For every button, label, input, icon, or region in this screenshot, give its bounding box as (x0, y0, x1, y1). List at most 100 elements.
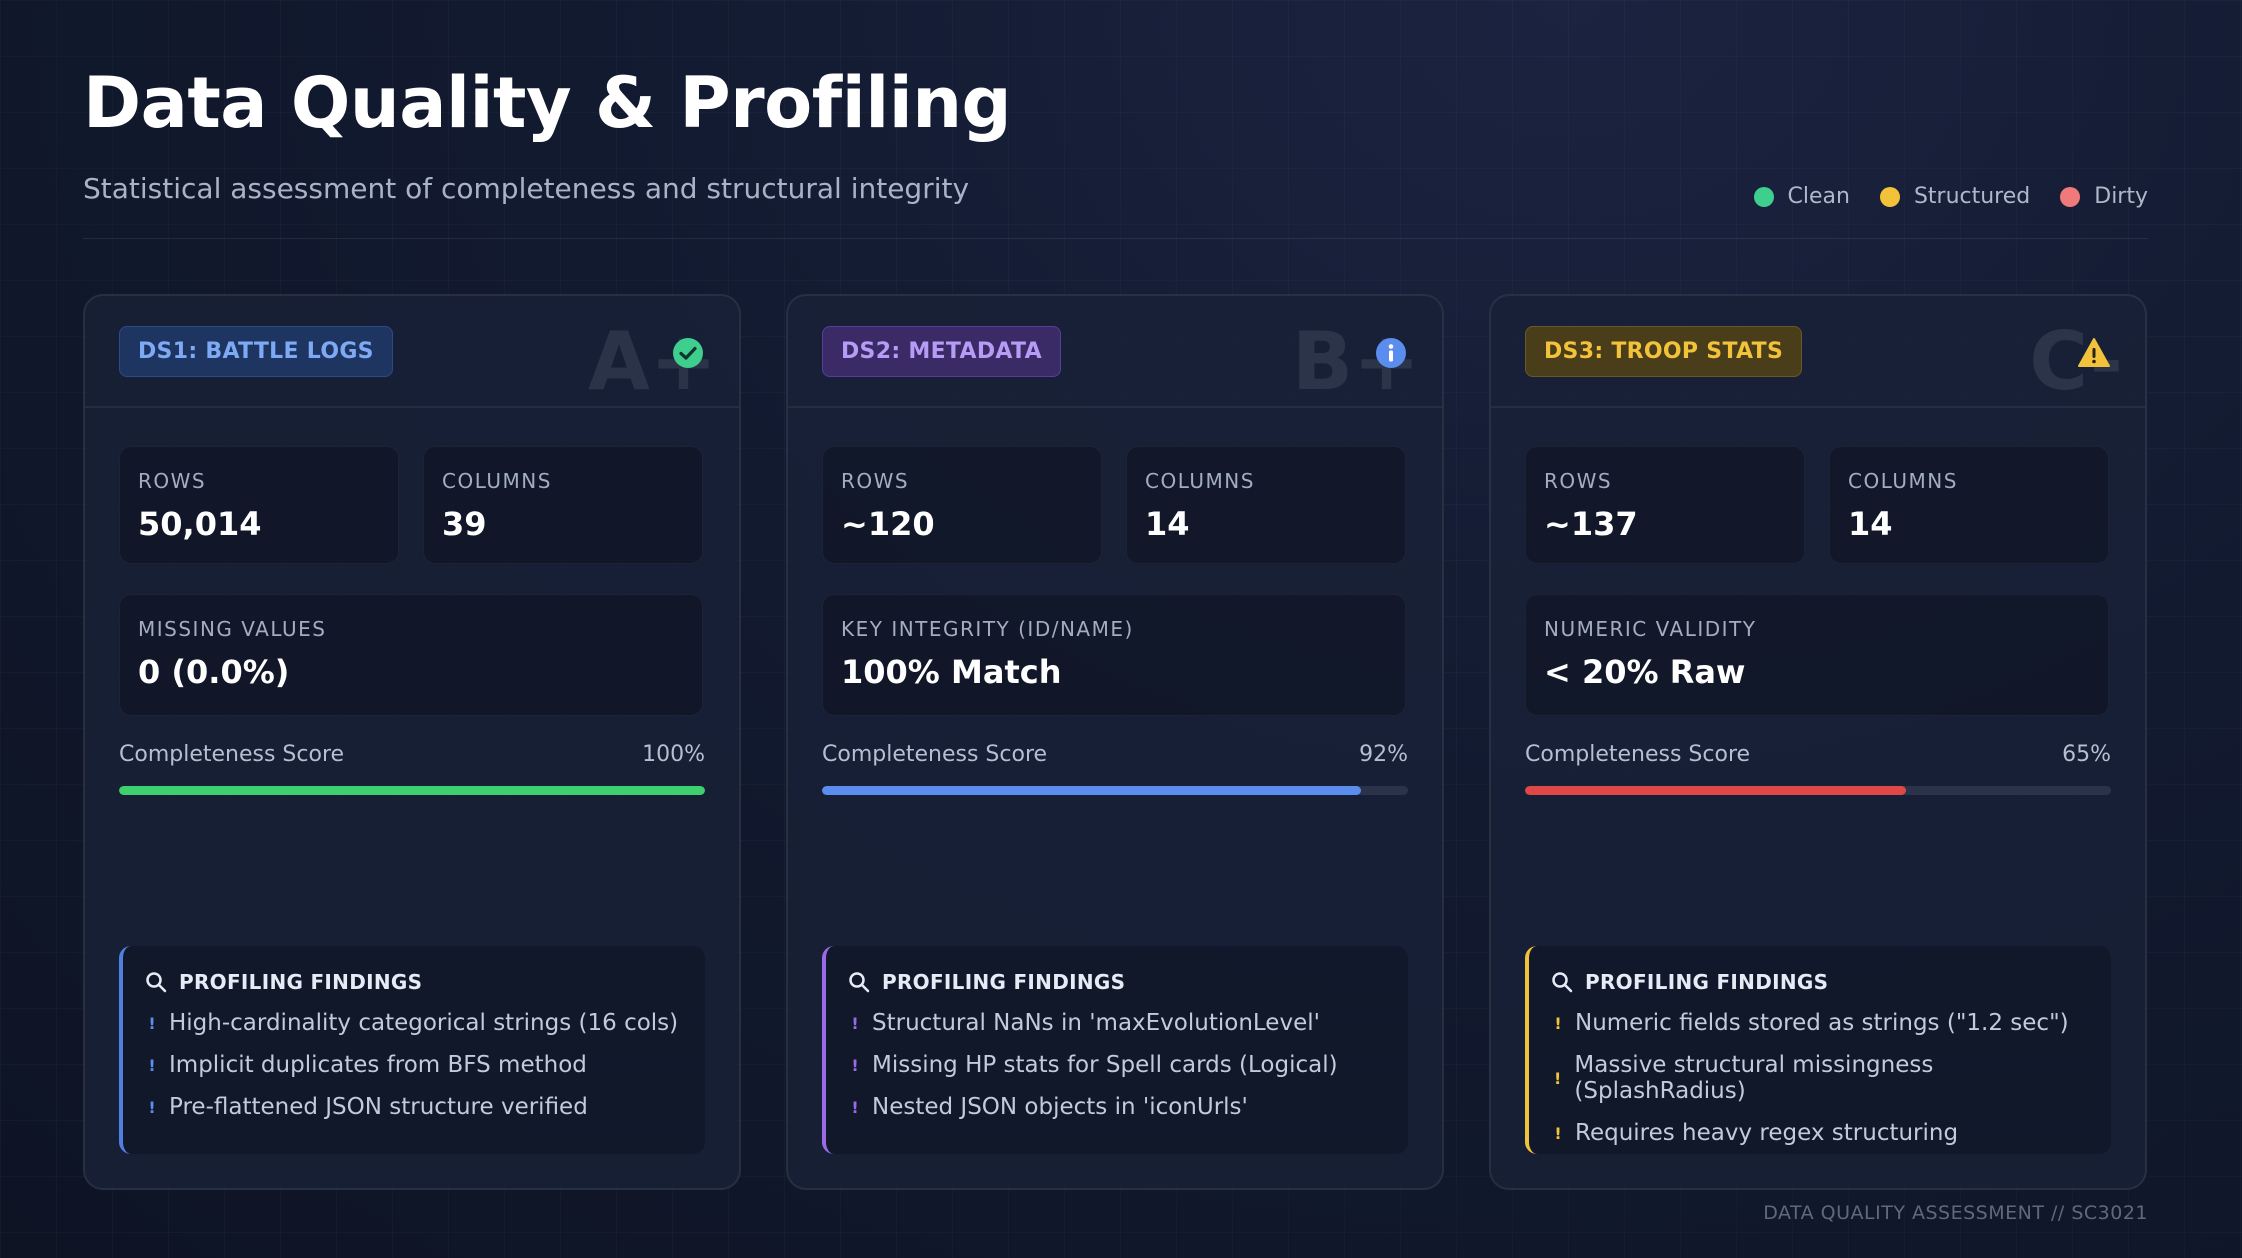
finding-item: ! Requires heavy regex structuring (1551, 1120, 2089, 1146)
finding-text: Pre-flattened JSON structure verified (169, 1094, 588, 1120)
legend-label: Clean (1787, 184, 1850, 209)
findings-header: PROFILING FINDINGS (145, 970, 683, 994)
finding-item: ! Pre-flattened JSON structure verified (145, 1094, 683, 1120)
page-subtitle: Statistical assessment of completeness a… (83, 172, 970, 205)
finding-text: Requires heavy regex structuring (1575, 1120, 1959, 1146)
exclamation-icon: ! (851, 1055, 859, 1075)
progress-fill (822, 786, 1362, 795)
clean-dot-icon (1753, 186, 1774, 207)
columns-label: COLUMNS (1848, 469, 1958, 493)
score-label: Completeness Score (119, 742, 345, 767)
header-divider (83, 238, 2148, 239)
rows-label: ROWS (138, 469, 207, 493)
progress-fill (1525, 786, 1906, 795)
exclamation-icon: ! (1554, 1068, 1562, 1088)
dataset-card-troop-stats: DS3: TROOP STATS C- ROWS ~137 COLUMNS 14… (1489, 294, 2147, 1190)
exclamation-icon: ! (148, 1013, 156, 1033)
dataset-card-metadata: DS2: METADATA B+ ROWS ~120 COLUMNS 14 KE… (786, 294, 1444, 1190)
rows-label: ROWS (1544, 469, 1613, 493)
findings-title: PROFILING FINDINGS (1585, 970, 1829, 994)
finding-text: Implicit duplicates from BFS method (169, 1052, 587, 1078)
search-icon (1552, 972, 1573, 993)
numeric-validity-stat: NUMERIC VALIDITY < 20% Raw (1525, 594, 2109, 716)
finding-text: Nested JSON objects in 'iconUrls' (872, 1094, 1248, 1120)
card-header: DS2: METADATA B+ (788, 296, 1442, 408)
exclamation-icon: ! (851, 1013, 859, 1033)
completeness-score-row: Completeness Score 92% (822, 742, 1408, 767)
exclamation-icon: ! (851, 1097, 859, 1117)
metric-label: NUMERIC VALIDITY (1544, 617, 1757, 641)
columns-stat: COLUMNS 14 (1126, 446, 1406, 564)
metric-label: KEY INTEGRITY (ID/NAME) (841, 617, 1134, 641)
missing-values-stat: MISSING VALUES 0 (0.0%) (119, 594, 703, 716)
key-integrity-stat: KEY INTEGRITY (ID/NAME) 100% Match (822, 594, 1406, 716)
finding-text: Missing HP stats for Spell cards (Logica… (872, 1052, 1338, 1078)
rows-value: ~137 (1544, 505, 1638, 543)
finding-text: Structural NaNs in 'maxEvolutionLevel' (872, 1010, 1320, 1036)
finding-item: ! Numeric fields stored as strings ("1.2 … (1551, 1010, 2089, 1036)
rows-value: ~120 (841, 505, 935, 543)
finding-item: ! Massive structural missingness (SplashR… (1551, 1052, 2089, 1104)
profiling-findings-panel: PROFILING FINDINGS ! Structural NaNs in '… (822, 946, 1408, 1154)
check-circle-icon (673, 338, 703, 368)
progress-fill (119, 786, 705, 795)
completeness-progress-bar (1525, 786, 2111, 795)
finding-item: ! Missing HP stats for Spell cards (Logic… (848, 1052, 1386, 1078)
score-value: 92% (1359, 742, 1408, 767)
score-value: 100% (642, 742, 705, 767)
completeness-score-row: Completeness Score 65% (1525, 742, 2111, 767)
legend-label: Structured (1913, 184, 2031, 209)
card-header: DS3: TROOP STATS C- (1491, 296, 2145, 408)
findings-title: PROFILING FINDINGS (179, 970, 423, 994)
exclamation-icon: ! (1554, 1123, 1562, 1143)
legend-item-dirty: Dirty (2060, 184, 2148, 209)
findings-title: PROFILING FINDINGS (882, 970, 1126, 994)
score-value: 65% (2062, 742, 2111, 767)
findings-header: PROFILING FINDINGS (1551, 970, 2089, 994)
metric-label: MISSING VALUES (138, 617, 327, 641)
rows-stat: ROWS ~137 (1525, 446, 1805, 564)
dataset-badge: DS3: TROOP STATS (1525, 326, 1803, 377)
structured-dot-icon (1879, 186, 1900, 207)
findings-header: PROFILING FINDINGS (848, 970, 1386, 994)
profiling-findings-panel: PROFILING FINDINGS ! High-cardinality cat… (119, 946, 705, 1154)
dataset-badge: DS2: METADATA (822, 326, 1061, 377)
columns-value: 14 (1848, 505, 1893, 543)
finding-item: ! Structural NaNs in 'maxEvolutionLevel' (848, 1010, 1386, 1036)
search-icon (849, 972, 870, 993)
finding-item: ! Implicit duplicates from BFS method (145, 1052, 683, 1078)
completeness-score-row: Completeness Score 100% (119, 742, 705, 767)
warning-triangle-icon (2078, 338, 2110, 367)
rows-stat: ROWS ~120 (822, 446, 1102, 564)
legend-item-clean: Clean (1753, 184, 1850, 209)
page-title: Data Quality & Profiling (83, 62, 1012, 144)
legend-item-structured: Structured (1879, 184, 2031, 209)
score-label: Completeness Score (1525, 742, 1751, 767)
dataset-badge: DS1: BATTLE LOGS (119, 326, 393, 377)
metric-value: 100% Match (841, 653, 1062, 691)
rows-stat: ROWS 50,014 (119, 446, 399, 564)
legend: Clean Structured Dirty (1753, 184, 2148, 209)
search-icon (146, 972, 167, 993)
dataset-card-battle-logs: DS1: BATTLE LOGS A+ ROWS 50,014 COLUMNS … (83, 294, 741, 1190)
completeness-progress-bar (822, 786, 1408, 795)
finding-text: Numeric fields stored as strings ("1.2 s… (1575, 1010, 2069, 1036)
columns-label: COLUMNS (1145, 469, 1255, 493)
finding-item: ! Nested JSON objects in 'iconUrls' (848, 1094, 1386, 1120)
columns-value: 39 (442, 505, 487, 543)
info-circle-icon (1376, 338, 1406, 368)
columns-stat: COLUMNS 39 (423, 446, 703, 564)
profiling-findings-panel: PROFILING FINDINGS ! Numeric fields store… (1525, 946, 2111, 1154)
completeness-progress-bar (119, 786, 705, 795)
footer-caption: DATA QUALITY ASSESSMENT // SC3021 (1763, 1202, 2148, 1224)
metric-value: < 20% Raw (1544, 653, 1746, 691)
finding-text: High-cardinality categorical strings (16… (169, 1010, 679, 1036)
rows-label: ROWS (841, 469, 910, 493)
card-header: DS1: BATTLE LOGS A+ (85, 296, 739, 408)
score-label: Completeness Score (822, 742, 1048, 767)
legend-label: Dirty (2094, 184, 2148, 209)
metric-value: 0 (0.0%) (138, 653, 290, 691)
rows-value: 50,014 (138, 505, 262, 543)
dirty-dot-icon (2060, 186, 2081, 207)
exclamation-icon: ! (148, 1055, 156, 1075)
